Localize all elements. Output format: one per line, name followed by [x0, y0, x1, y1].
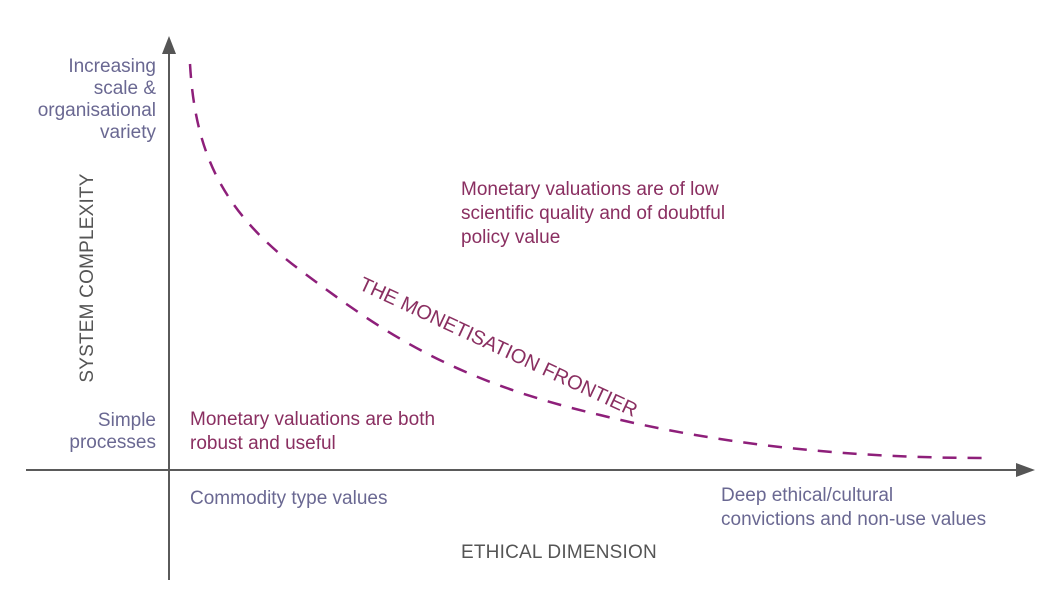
- region-line: scientific quality and of doubtful: [461, 203, 726, 224]
- x-axis-low-label: Commodity type values: [190, 488, 388, 509]
- y-axis-title: SYSTEM COMPLEXITY: [77, 173, 98, 383]
- region-line: Monetary valuations are both: [190, 409, 436, 430]
- region-line: policy value: [461, 227, 561, 248]
- region-line: robust and useful: [190, 433, 336, 454]
- region-above-frontier-text: Monetary valuations are of low scientifi…: [461, 178, 725, 250]
- y-low-line: processes: [69, 432, 156, 453]
- y-axis-low-label: Simple processes: [20, 410, 156, 454]
- y-high-line: scale &: [93, 78, 156, 99]
- y-low-line: Simple: [97, 410, 156, 431]
- y-high-line: organisational: [37, 100, 156, 121]
- y-axis-arrow-icon: [162, 36, 176, 54]
- x-axis-high-label: Deep ethical/cultural convictions and no…: [721, 484, 986, 532]
- x-axis-title: ETHICAL DIMENSION: [461, 542, 657, 563]
- monetisation-frontier-curve: [188, 63, 986, 460]
- y-axis-high-label: Increasing scale & organisational variet…: [20, 56, 156, 144]
- region-below-frontier-text: Monetary valuations are both robust and …: [190, 408, 435, 456]
- x-high-line: Deep ethical/cultural: [721, 485, 894, 506]
- region-line: Monetary valuations are of low: [461, 179, 719, 200]
- x-high-line: convictions and non-use values: [721, 509, 987, 530]
- y-high-line: variety: [100, 122, 156, 143]
- x-axis-arrow-icon: [1016, 463, 1035, 477]
- y-high-line: Increasing: [68, 56, 156, 77]
